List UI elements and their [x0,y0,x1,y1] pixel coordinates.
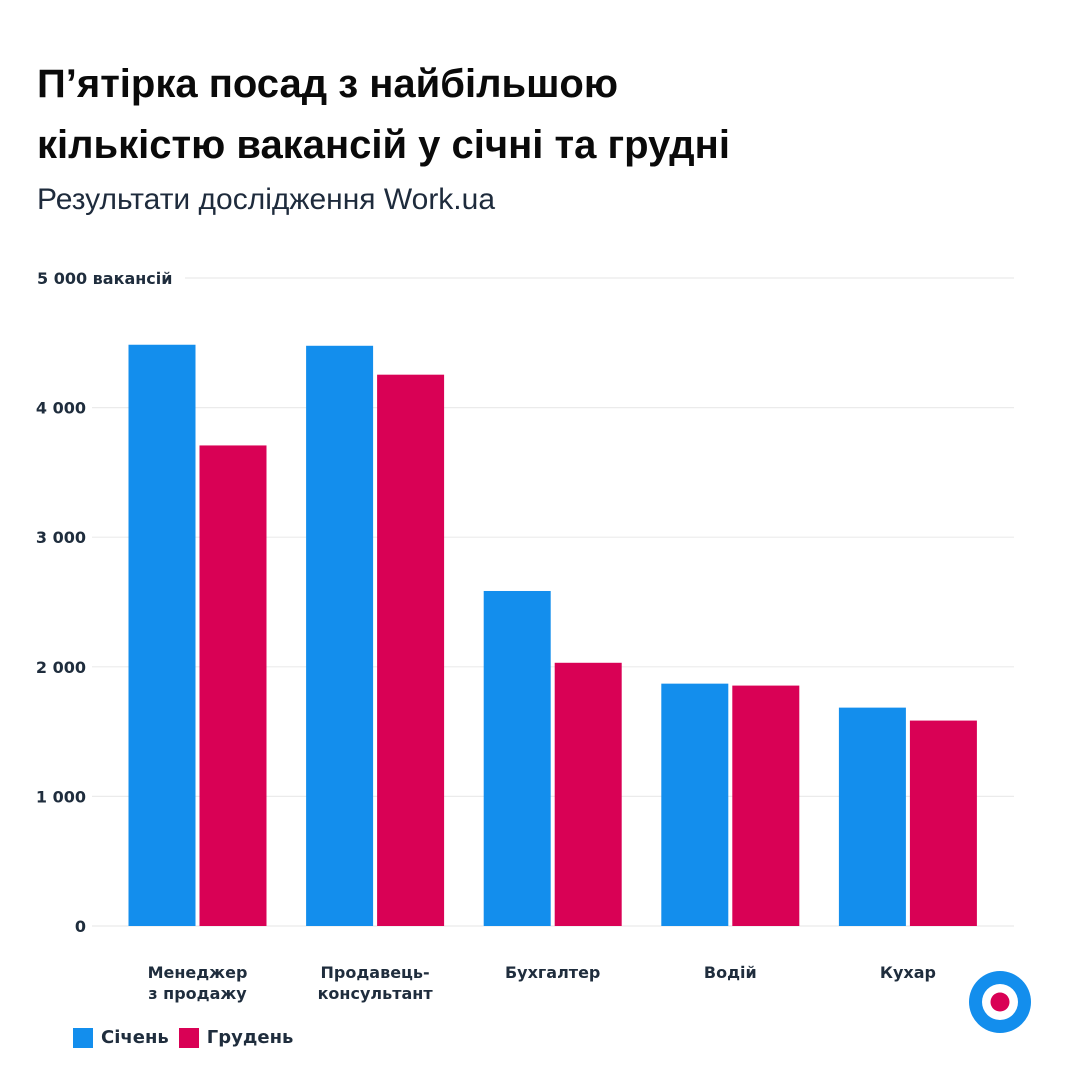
bar-december-1 [377,374,445,926]
bar-january-3 [661,683,729,926]
x-tick-label-1-0: Продавець- [321,963,430,982]
x-tick-label-4-0: Кухар [880,963,936,982]
title-line-2: кількістю вакансій у січні та грудні [37,123,730,167]
bar-january-4 [838,707,906,926]
bar-december-4 [909,720,977,926]
bar-january-2 [483,590,551,926]
y-tick-label-2000: 2 000 [36,658,86,677]
y-tick-label-0: 0 [75,917,86,936]
legend-label-december: Грудень [206,1027,294,1048]
bars [128,344,977,927]
x-axis-labels: Менеджер з продажу Продавець-консультант Бу… [148,963,936,1003]
legend-swatch-january [73,1027,93,1048]
bar-january-0 [128,344,196,926]
legend-label-january: Січень [101,1027,169,1048]
x-tick-label-2-0: Бухгалтер [505,963,600,982]
title-line-1: П’ятірка посад з найбільшою [37,62,619,106]
y-tick-label-1000: 1 000 [36,787,86,806]
bar-january-1 [306,345,374,927]
x-tick-label-0-1: з продажу [148,984,247,1003]
work-ua-logo-icon [969,971,1031,1033]
legend-item-december: Грудень [178,1027,294,1048]
y-tick-label-5000: 5 000 вакансій [37,269,172,288]
x-tick-label-3-0: Водій [704,963,757,982]
bar-december-0 [199,445,267,926]
y-tick-label-4000: 4 000 [36,399,86,418]
chart-title: П’ятірка посад з найбільшою кількістю ва… [37,54,1037,176]
x-tick-label-1-1: консультант [318,984,434,1003]
chart-subtitle: Результати дослідження Work.ua [37,183,496,216]
logo-center-dot [990,992,1010,1012]
x-tick-label-0-0: Менеджер [148,963,248,982]
y-tick-label-3000: 3 000 [36,528,86,547]
legend-item-january: Січень [73,1027,169,1048]
bar-december-2 [554,662,622,926]
bar-december-3 [732,685,800,926]
legend-swatch-december [178,1027,199,1048]
legend: Січень Грудень [73,1027,303,1048]
y-axis-ticks: 0 1 000 2 000 3 000 4 000 5 000 вакансій [36,269,173,936]
